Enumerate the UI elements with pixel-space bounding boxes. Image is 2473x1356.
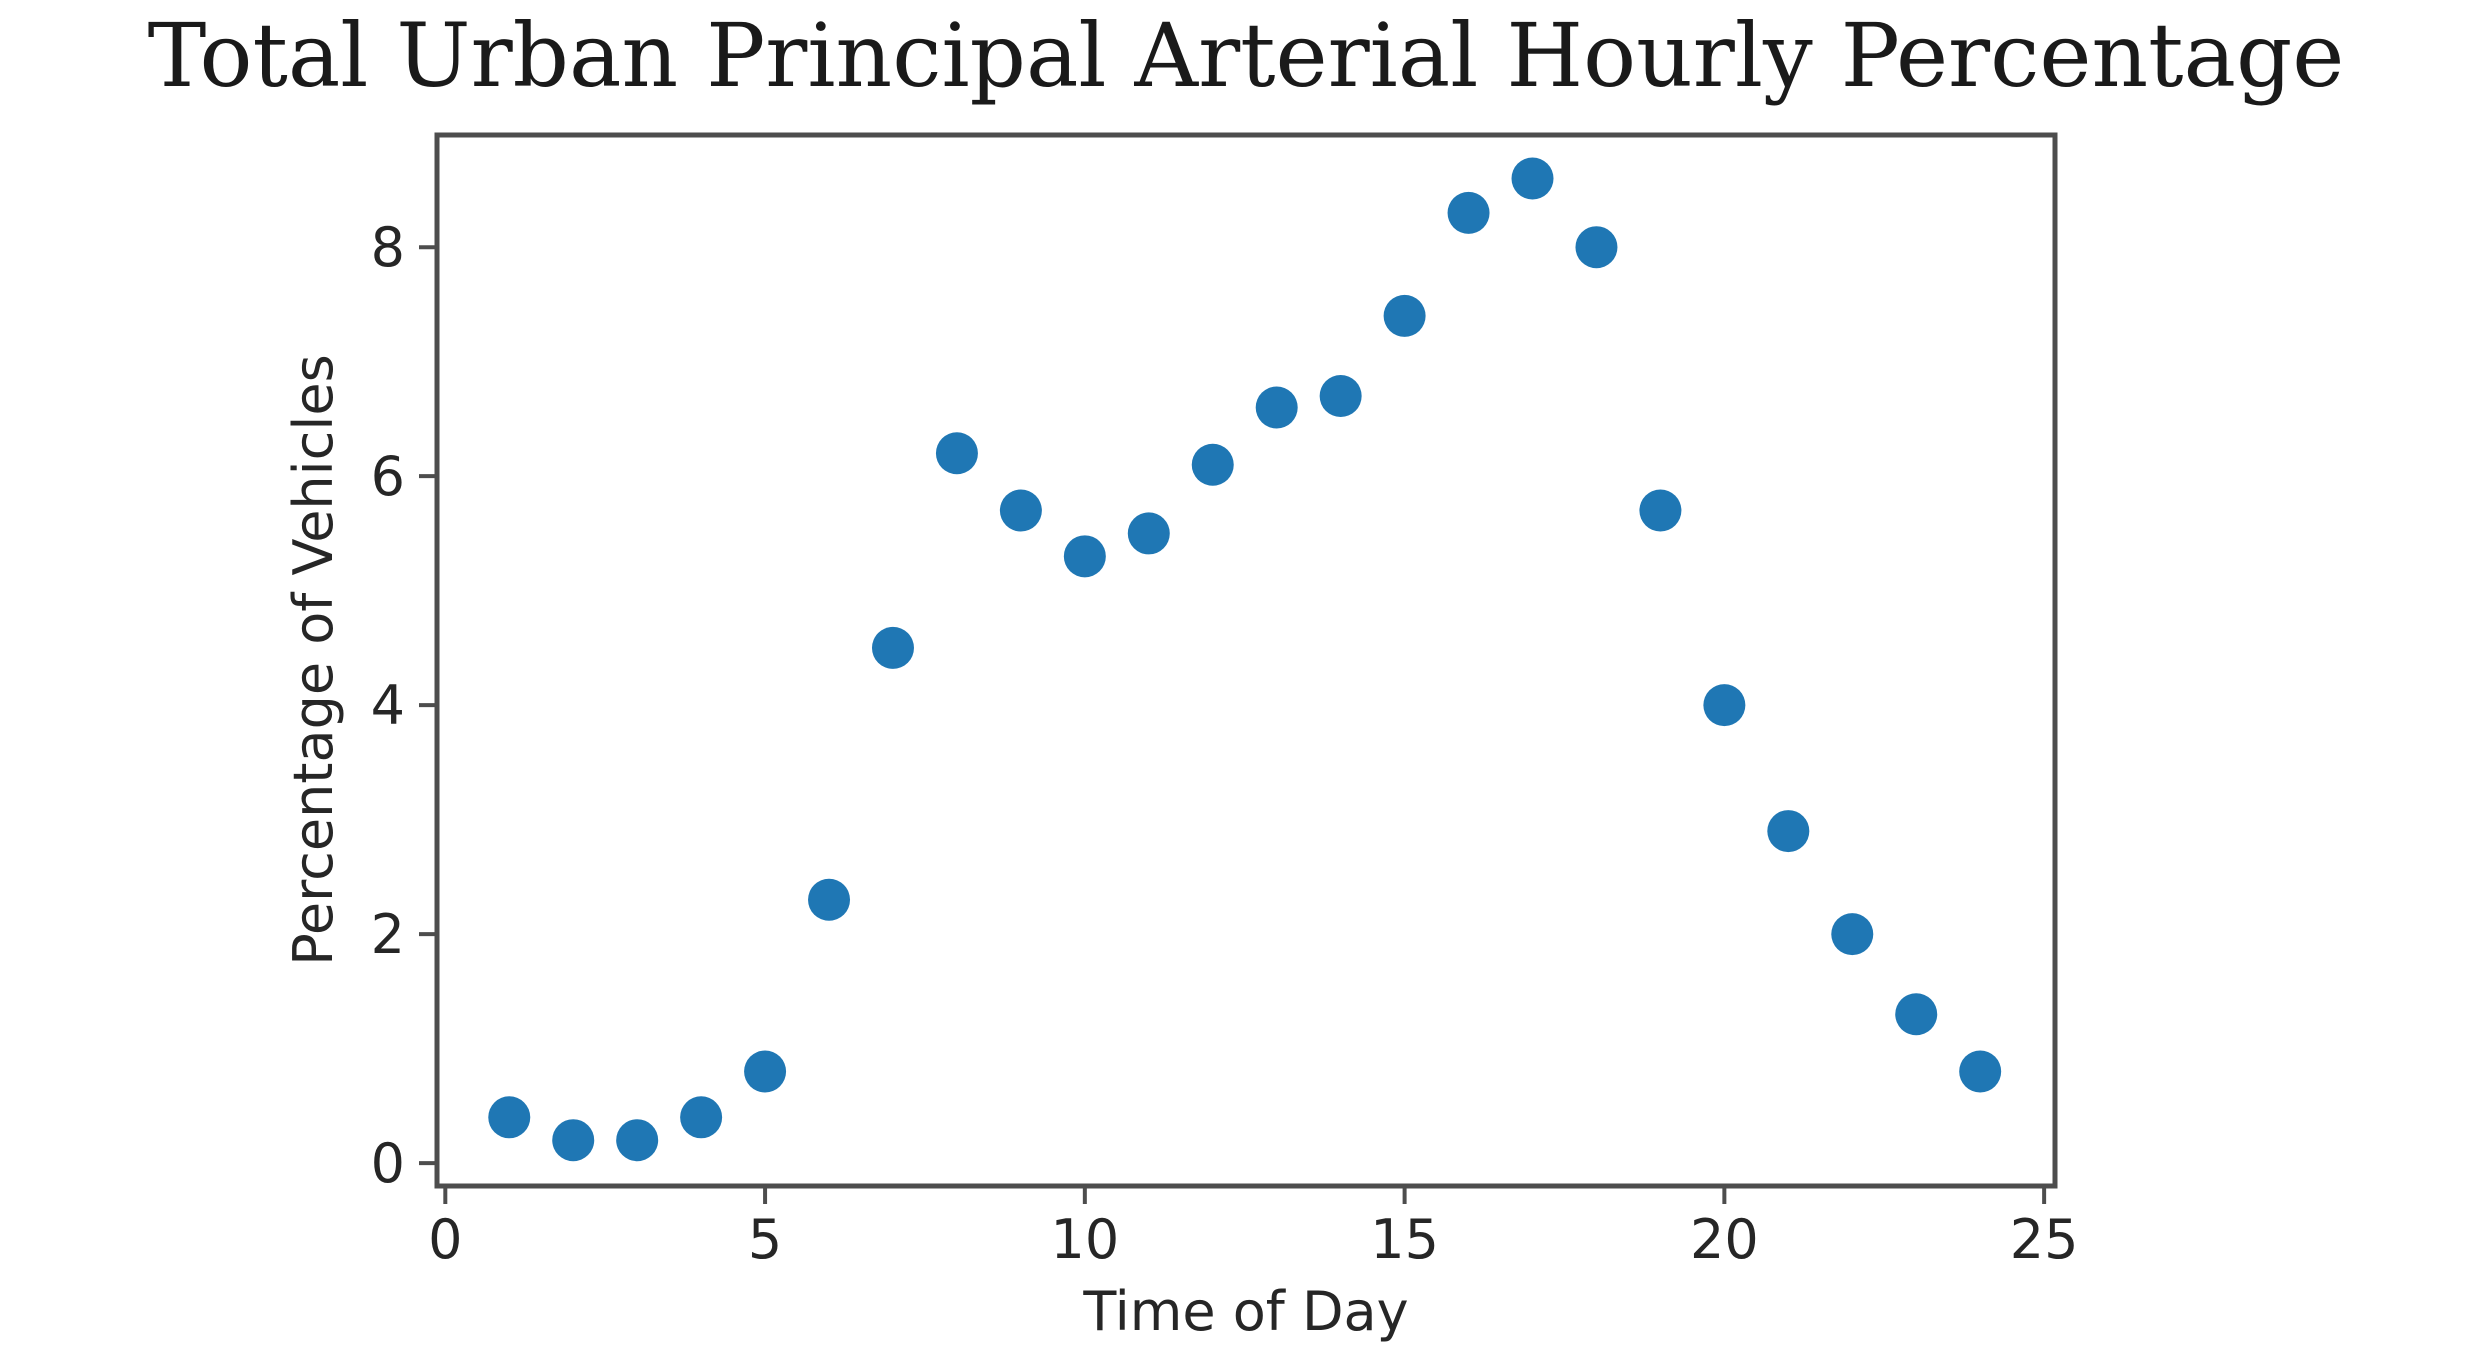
y-tick-label: 0 bbox=[371, 1132, 405, 1195]
data-point bbox=[1895, 993, 1938, 1036]
data-point bbox=[1191, 443, 1234, 486]
plot-area bbox=[437, 135, 2055, 1186]
chart-title: Total Urban Principal Arterial Hourly Pe… bbox=[148, 4, 2345, 107]
data-point bbox=[999, 489, 1042, 532]
data-point bbox=[1127, 512, 1170, 555]
data-point bbox=[1383, 294, 1426, 337]
data-point bbox=[1447, 191, 1490, 234]
data-point bbox=[1063, 535, 1106, 578]
data-points bbox=[488, 157, 2002, 1162]
data-point bbox=[616, 1119, 659, 1162]
x-tick-label: 5 bbox=[748, 1208, 782, 1271]
y-axis-ticks: 0 2 4 6 8 bbox=[371, 216, 437, 1195]
data-point bbox=[1319, 375, 1362, 418]
data-point bbox=[935, 432, 978, 475]
y-tick-label: 2 bbox=[371, 903, 405, 966]
data-point bbox=[1703, 684, 1746, 727]
data-point bbox=[680, 1096, 723, 1139]
x-tick-label: 10 bbox=[1050, 1208, 1119, 1271]
x-tick-label: 20 bbox=[1690, 1208, 1759, 1271]
data-point bbox=[488, 1096, 531, 1139]
x-axis-label: Time of Day bbox=[1082, 1280, 1408, 1343]
data-point bbox=[808, 878, 851, 921]
data-point bbox=[1255, 386, 1298, 429]
x-tick-label: 25 bbox=[2010, 1208, 2079, 1271]
y-tick-label: 8 bbox=[371, 216, 405, 279]
data-point bbox=[1767, 810, 1810, 853]
data-point bbox=[1831, 913, 1874, 956]
data-point bbox=[744, 1050, 787, 1093]
x-axis-ticks: 0 5 10 15 20 25 bbox=[428, 1186, 2078, 1271]
y-axis-label: Percentage of Vehicles bbox=[282, 354, 345, 965]
plot-border bbox=[434, 132, 2058, 1189]
x-tick-label: 15 bbox=[1370, 1208, 1439, 1271]
data-point bbox=[1639, 489, 1682, 532]
x-tick-label: 0 bbox=[428, 1208, 462, 1271]
data-point bbox=[1575, 226, 1618, 269]
data-point bbox=[552, 1119, 595, 1162]
data-point bbox=[1959, 1050, 2002, 1093]
data-point bbox=[871, 626, 914, 669]
y-tick-label: 6 bbox=[371, 445, 405, 508]
y-tick-label: 4 bbox=[371, 674, 405, 737]
data-point bbox=[1511, 157, 1554, 200]
